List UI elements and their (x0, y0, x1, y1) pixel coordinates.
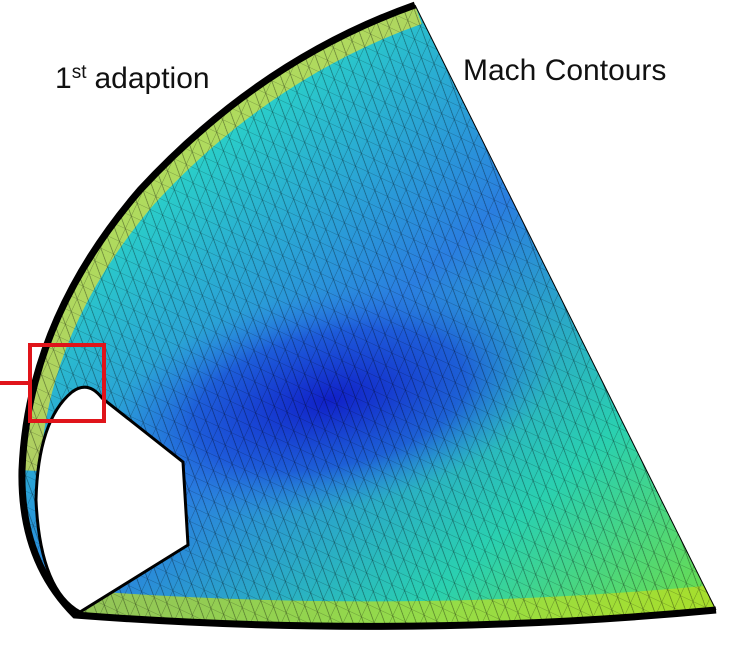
mach-label: Mach Contours (463, 54, 666, 87)
adaption-label: 1st adaption (55, 62, 210, 95)
adaption-word: adaption (94, 62, 209, 95)
adaption-suffix: st (72, 62, 88, 83)
mesh-figure: 1st adaption Mach Contours (0, 0, 729, 656)
page: 1stadaption Mach Contours (() => { const… (0, 0, 729, 656)
adaption-number: 1 (55, 62, 72, 95)
